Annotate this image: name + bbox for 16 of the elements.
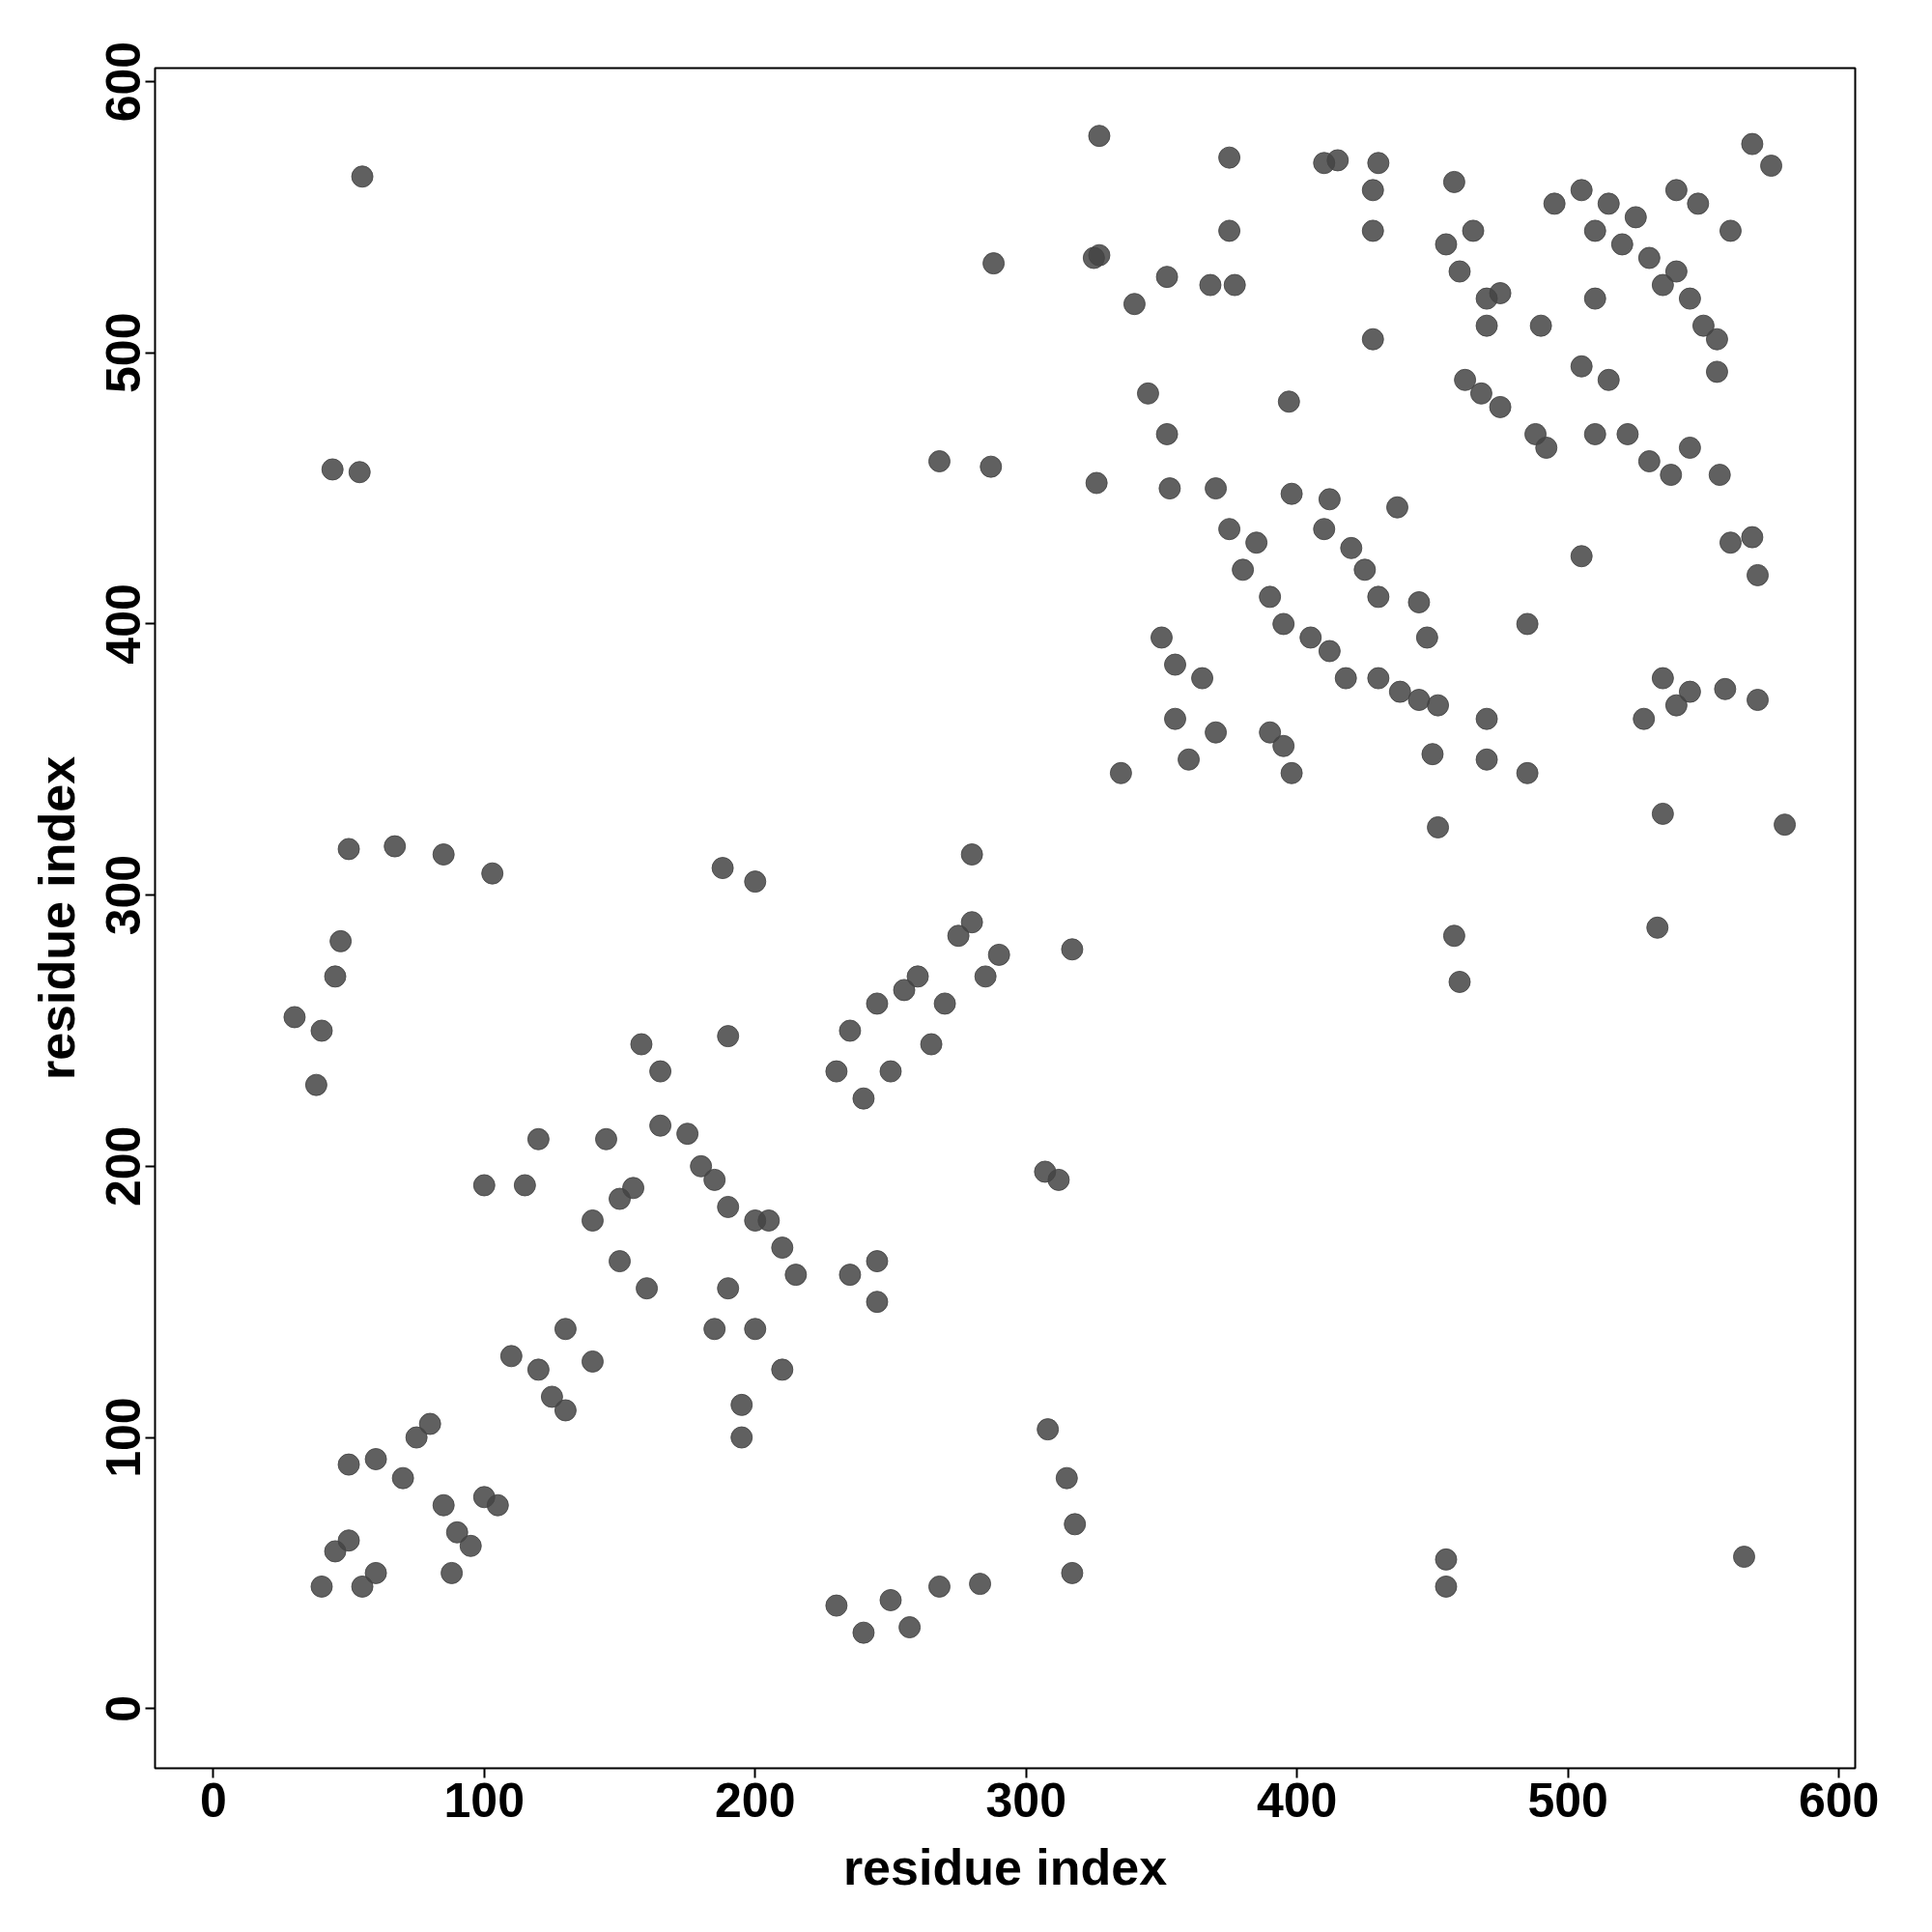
x-tick-label: 0 xyxy=(199,1773,227,1828)
x-tick-label: 400 xyxy=(1257,1773,1338,1828)
x-tick-label: 300 xyxy=(985,1773,1066,1828)
y-tick-label: 0 xyxy=(97,1694,152,1722)
x-tick-label: 600 xyxy=(1798,1773,1880,1828)
x-tick-label: 500 xyxy=(1527,1773,1608,1828)
y-tick-label: 300 xyxy=(97,854,152,936)
x-tick-label: 200 xyxy=(715,1773,796,1828)
y-tick-label: 600 xyxy=(97,41,152,123)
x-tick-label: 100 xyxy=(443,1773,526,1828)
y-tick-label: 100 xyxy=(97,1397,152,1478)
y-axis-title: residue index xyxy=(28,755,85,1081)
y-tick-label: 400 xyxy=(97,583,152,665)
y-tick-label: 500 xyxy=(97,312,152,393)
x-axis-title: residue index xyxy=(842,1838,1168,1895)
y-tick-label: 200 xyxy=(97,1125,152,1208)
